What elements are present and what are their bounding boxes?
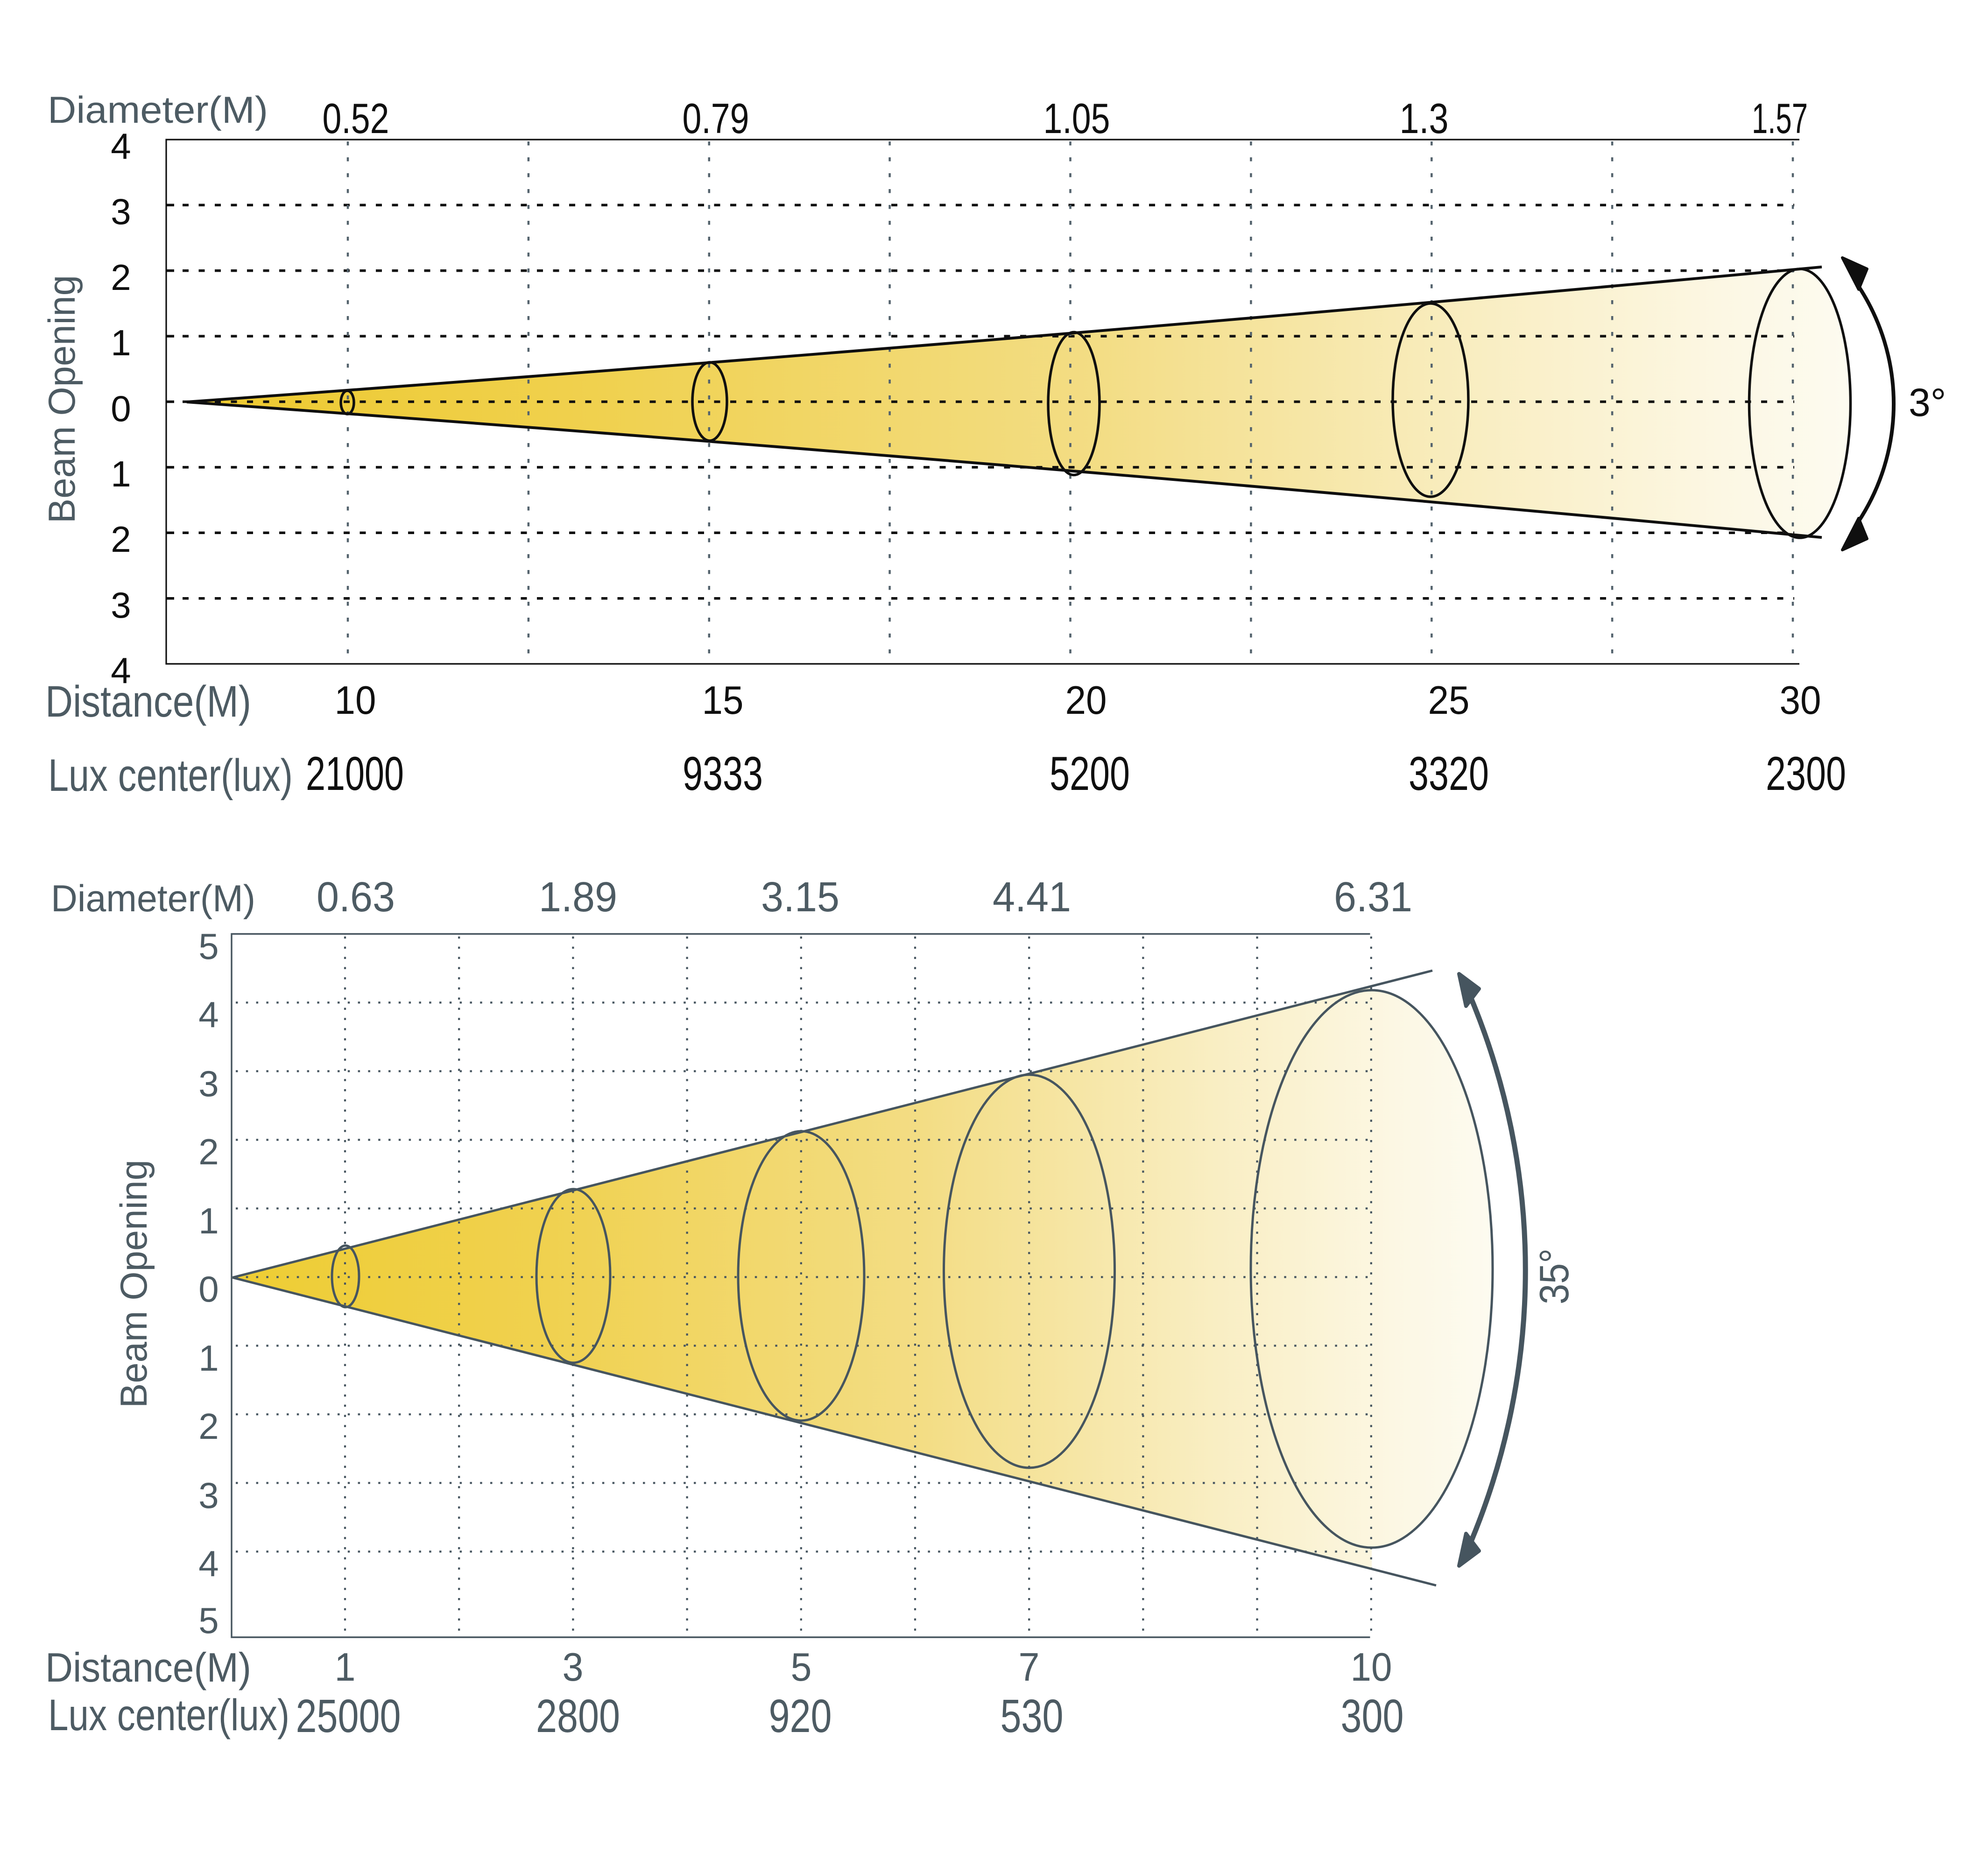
svg-text:0: 0 [198, 1268, 219, 1310]
svg-text:3.15: 3.15 [761, 874, 839, 921]
svg-text:920: 920 [769, 1690, 832, 1742]
svg-text:5: 5 [791, 1645, 812, 1690]
svg-text:Lux center(lux): Lux center(lux) [48, 750, 293, 801]
svg-text:15: 15 [702, 678, 744, 723]
svg-text:Lux center(lux): Lux center(lux) [48, 1690, 289, 1740]
svg-text:1.3: 1.3 [1400, 95, 1449, 142]
svg-text:1: 1 [111, 322, 131, 363]
svg-text:2800: 2800 [536, 1690, 620, 1742]
svg-text:1: 1 [198, 1200, 219, 1241]
svg-text:Distance(M): Distance(M) [45, 677, 251, 726]
svg-text:4: 4 [111, 650, 131, 691]
svg-text:20: 20 [1065, 678, 1107, 723]
svg-text:1.89: 1.89 [539, 874, 617, 921]
svg-text:9333: 9333 [683, 747, 763, 800]
svg-text:Diameter(M): Diameter(M) [48, 89, 268, 131]
svg-text:4: 4 [198, 994, 219, 1035]
svg-text:3320: 3320 [1409, 747, 1489, 800]
svg-text:1.57: 1.57 [1752, 95, 1808, 142]
svg-text:1: 1 [335, 1645, 356, 1690]
svg-text:3°: 3° [1909, 380, 1946, 424]
svg-text:21000: 21000 [306, 747, 404, 800]
svg-text:2: 2 [111, 519, 131, 560]
svg-text:2: 2 [111, 257, 131, 298]
svg-text:4: 4 [111, 126, 131, 167]
svg-text:Beam Opening: Beam Opening [113, 1160, 155, 1408]
svg-text:Beam Opening: Beam Opening [41, 275, 83, 523]
svg-text:3: 3 [563, 1645, 584, 1690]
svg-text:3: 3 [111, 191, 131, 232]
svg-text:25000: 25000 [296, 1690, 401, 1742]
svg-text:3: 3 [198, 1063, 219, 1104]
svg-text:3: 3 [111, 584, 131, 626]
svg-text:25: 25 [1428, 678, 1470, 723]
svg-text:30: 30 [1780, 678, 1821, 723]
svg-text:10: 10 [1351, 1645, 1392, 1690]
svg-text:1.05: 1.05 [1043, 95, 1110, 142]
svg-text:3: 3 [198, 1475, 219, 1516]
svg-text:2300: 2300 [1766, 747, 1846, 800]
svg-text:0.63: 0.63 [317, 874, 395, 921]
svg-text:1: 1 [111, 453, 131, 494]
svg-text:7: 7 [1019, 1645, 1040, 1690]
svg-text:2: 2 [198, 1131, 219, 1172]
svg-text:5: 5 [198, 1600, 219, 1641]
svg-text:0.79: 0.79 [683, 95, 749, 142]
svg-text:530: 530 [1001, 1690, 1064, 1742]
svg-text:4: 4 [198, 1543, 219, 1584]
svg-text:Distance(M): Distance(M) [45, 1644, 251, 1690]
svg-text:10: 10 [335, 678, 376, 723]
svg-text:4.41: 4.41 [993, 874, 1071, 921]
svg-text:0: 0 [111, 388, 131, 429]
svg-text:5: 5 [198, 926, 219, 967]
svg-text:6.31: 6.31 [1334, 874, 1412, 921]
svg-text:Diameter(M): Diameter(M) [51, 878, 255, 920]
svg-text:0.52: 0.52 [323, 95, 389, 142]
svg-text:1: 1 [198, 1338, 219, 1379]
svg-text:35°: 35° [1531, 1248, 1577, 1304]
svg-text:2: 2 [198, 1406, 219, 1447]
svg-text:5200: 5200 [1050, 747, 1130, 800]
svg-text:300: 300 [1341, 1690, 1404, 1742]
